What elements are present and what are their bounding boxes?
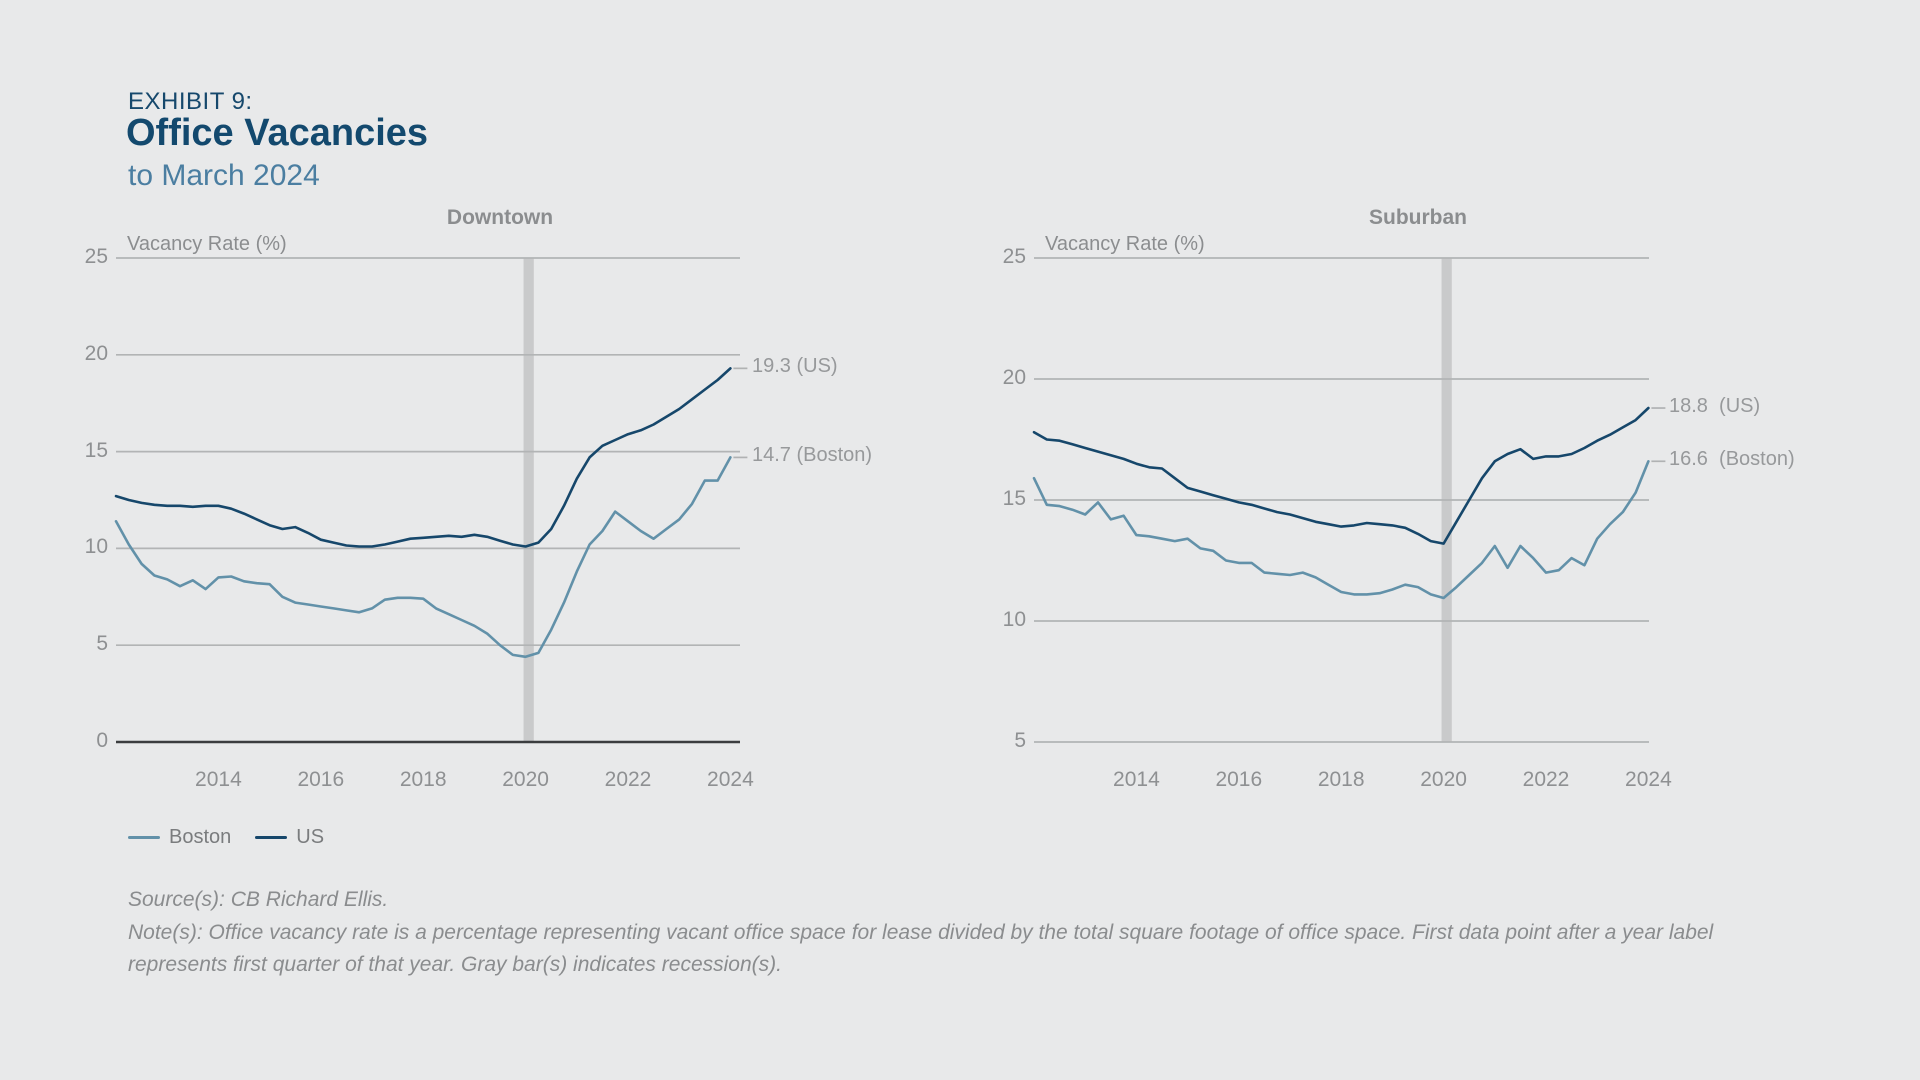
legend-label-us: US [296,826,325,848]
x-tick-label: 2020 [502,768,549,791]
x-tick-label: 2020 [1420,768,1467,791]
x-tick-label: 2016 [297,768,345,791]
y-tick-label: 25 [84,245,108,268]
y-tick-label: 10 [1002,608,1026,631]
note-text: Note(s): Office vacancy rate is a percen… [128,920,1714,977]
series-line-us [1032,406,1650,545]
legend-label-boston: Boston [169,826,232,848]
y-axis-label: Vacancy Rate (%) [1045,233,1205,255]
y-tick-label: 5 [1014,729,1026,752]
series-line-boston [1032,459,1650,600]
boston-line-swatch [128,836,160,839]
x-tick-label: 2018 [1317,768,1365,791]
x-tick-label: 2024 [1625,768,1672,791]
y-tick-label: 20 [84,341,108,365]
footnotes: Source(s): CB Richard Ellis. Note(s): Of… [128,884,1776,982]
x-tick-label: 2014 [195,768,242,791]
page-title: Office Vacancies [126,112,429,154]
y-axis-label: Vacancy Rate (%) [127,233,287,255]
x-tick-label: 2014 [1113,768,1160,791]
legend: Boston US [128,826,338,849]
x-tick-label: 2022 [604,768,652,791]
y-tick-label: 20 [1002,366,1026,389]
page-subtitle: to March 2024 [128,159,320,192]
y-tick-label: 15 [1002,487,1026,510]
y-tick-label: 25 [1002,245,1026,268]
us-line-swatch [255,836,288,839]
end-label-us: 19.3 (US) [752,355,838,378]
exhibit-label: EXHIBIT 9: [128,88,253,115]
chart-title-downtown: Downtown [446,206,554,229]
y-tick-label: 10 [84,535,108,559]
legend-item-boston: Boston [128,826,231,849]
chart-title-suburban: Suburban [1369,206,1467,229]
end-label-boston: 14.7 (Boston) [752,444,873,467]
end-label-us: 18.8 (US) [1669,395,1761,418]
y-tick-label: 0 [96,729,108,752]
x-tick-label: 2016 [1215,768,1263,791]
y-tick-label: 5 [96,632,108,656]
y-tick-label: 15 [84,438,108,462]
source-text: Source(s): CB Richard Ellis. [128,888,389,911]
x-tick-label: 2024 [707,768,754,791]
x-tick-label: 2018 [399,768,447,791]
recession-bar [1441,258,1452,742]
x-tick-label: 2022 [1522,768,1570,791]
end-label-boston: 16.6 (Boston) [1669,448,1795,471]
legend-item-us: US [255,826,324,849]
